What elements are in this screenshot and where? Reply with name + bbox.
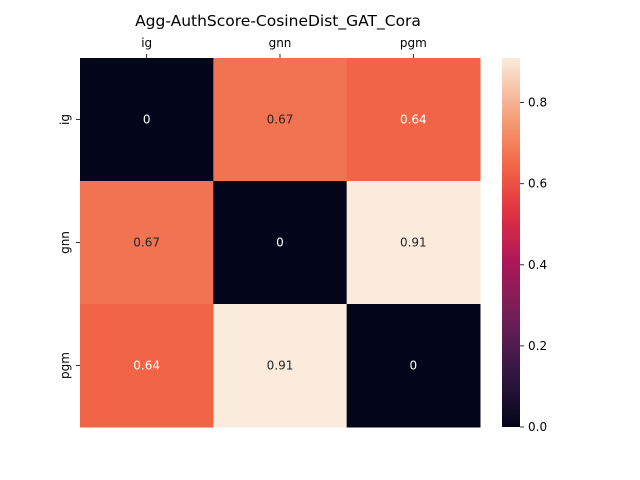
heatmap-cell-pgm-pgm [346,304,481,428]
heatmap-cell-gnn-gnn [213,181,348,305]
heatmap-cell-pgm-gnn [213,304,348,428]
heatmap-cell-gnn-pgm [346,181,481,305]
heatmap-cells: 0 0.67 0.64 0.67 0 0.91 0.64 0.91 0 [80,58,481,428]
x-axis: ig gnn pgm [141,36,427,58]
cell-annotation: 0.91 [400,236,427,250]
colorbar-gradient [502,58,520,427]
x-tick-label: ig [141,36,152,50]
heatmap-cell-gnn-ig [80,181,214,305]
cell-annotation: 0.64 [133,359,160,373]
cell-annotation: 0.67 [133,236,160,250]
y-tick-label: gnn [58,231,72,254]
cell-annotation: 0 [276,236,284,250]
colorbar-tick-label: 0.4 [528,258,547,272]
colorbar-tick-label: 0.0 [528,420,547,434]
chart-title: Agg-AuthScore-CosineDist_GAT_Cora [135,12,421,31]
y-tick-label: pgm [58,352,72,379]
colorbar: 0.0 0.2 0.4 0.6 0.8 [502,58,547,434]
colorbar-tick-label: 0.6 [528,177,547,191]
heatmap-cell-ig-ig [80,58,214,182]
cell-annotation: 0.67 [267,113,294,127]
y-tick-label: ig [58,114,72,125]
heatmap-cell-pgm-ig [80,304,214,428]
x-tick-label: pgm [400,36,427,50]
cell-annotation: 0.91 [267,359,294,373]
heatmap-cell-ig-pgm [346,58,481,182]
x-tick-label: gnn [269,36,292,50]
cell-annotation: 0 [143,113,151,127]
colorbar-tick-label: 0.8 [528,96,547,110]
heatmap-cell-ig-gnn [213,58,348,182]
y-axis: ig gnn pgm [58,114,80,379]
cell-annotation: 0 [410,359,418,373]
cell-annotation: 0.64 [400,113,427,127]
colorbar-tick-label: 0.2 [528,339,547,353]
